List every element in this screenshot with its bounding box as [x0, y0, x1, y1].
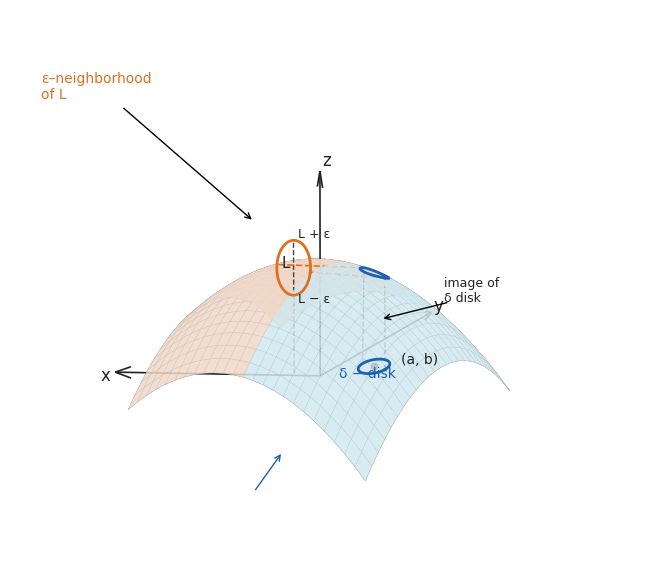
- Text: ε–neighborhood
of L: ε–neighborhood of L: [41, 72, 152, 102]
